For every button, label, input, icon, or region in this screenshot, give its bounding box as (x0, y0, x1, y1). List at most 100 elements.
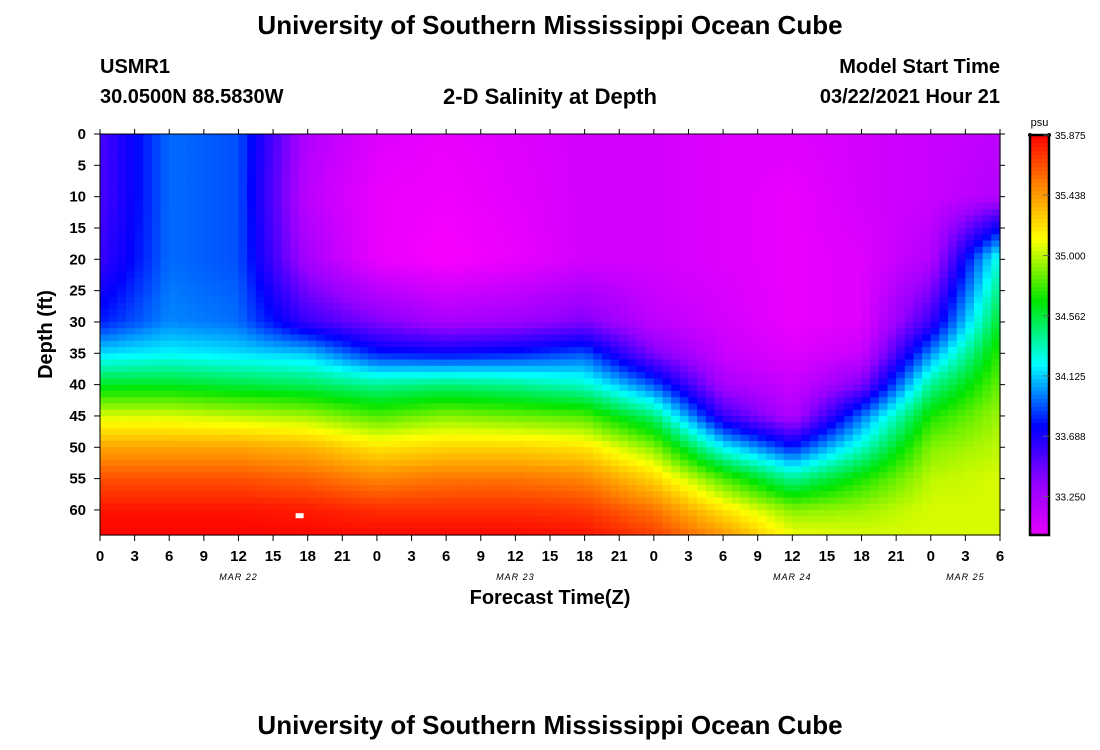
heatmap-cell (671, 397, 681, 405)
heatmap-cell (679, 234, 690, 242)
heatmap-cell (195, 384, 205, 392)
heatmap-cell (627, 384, 638, 392)
heatmap-cell (212, 165, 222, 173)
heatmap-cell (446, 522, 456, 530)
heatmap-cell (143, 152, 153, 160)
heatmap-cell (420, 165, 430, 173)
heatmap-cell (134, 441, 144, 448)
heatmap-cell (169, 522, 179, 530)
heatmap-cell (498, 328, 508, 336)
heatmap-cell (307, 478, 317, 486)
heatmap-cell (489, 240, 499, 248)
heatmap-cell (229, 234, 240, 242)
heatmap-cell (342, 472, 352, 480)
heatmap-cell (428, 459, 439, 467)
heatmap-cell (151, 146, 162, 154)
heatmap-cell (186, 478, 196, 486)
heatmap-cell (480, 309, 491, 317)
heatmap-cell (515, 334, 525, 342)
heatmap-cell (757, 227, 767, 235)
heatmap-cell (143, 334, 153, 342)
heatmap-cell (454, 315, 465, 323)
heatmap-cell (247, 422, 257, 430)
heatmap-cell (723, 303, 733, 311)
heatmap-cell (601, 384, 612, 392)
heatmap-cell (117, 253, 127, 260)
heatmap-cell (299, 347, 309, 354)
heatmap-cell (532, 209, 542, 217)
heatmap-cell (368, 409, 378, 417)
heatmap-cell (575, 184, 586, 191)
heatmap-cell (368, 221, 378, 229)
heatmap-cell (506, 315, 516, 323)
heatmap-cell (169, 441, 179, 448)
heatmap-cell (108, 165, 118, 173)
heatmap-cell (619, 415, 629, 423)
heatmap-cell (247, 528, 257, 536)
heatmap-cell (627, 196, 638, 204)
heatmap-cell (359, 434, 369, 442)
heatmap-cell (428, 296, 439, 304)
heatmap-cell (723, 347, 733, 354)
heatmap-cell (307, 428, 317, 436)
heatmap-cell (307, 190, 317, 198)
heatmap-cell (619, 202, 629, 210)
heatmap-cell (705, 215, 716, 223)
heatmap-cell (368, 334, 378, 342)
heatmap-cell (645, 359, 655, 367)
heatmap-cell (601, 234, 612, 242)
heatmap-cell (203, 234, 214, 242)
heatmap-cell (515, 259, 525, 267)
heatmap-cell (195, 522, 205, 530)
heatmap-cell (342, 265, 352, 273)
heatmap-cell (446, 447, 456, 455)
heatmap-cell (160, 309, 170, 317)
heatmap-cell (143, 415, 153, 423)
heatmap-cell (446, 434, 456, 442)
heatmap-cell (333, 328, 343, 336)
heatmap-cell (420, 409, 430, 417)
heatmap-cell (558, 140, 568, 148)
heatmap-cell (238, 184, 248, 191)
heatmap-cell (359, 516, 369, 524)
heatmap-cell (255, 177, 266, 185)
heatmap-cell (480, 159, 491, 166)
heatmap-cell (342, 184, 352, 191)
heatmap-cell (221, 234, 231, 242)
heatmap-cell (195, 246, 205, 254)
heatmap-cell (679, 221, 690, 229)
heatmap-cell (437, 453, 447, 461)
heatmap-cell (593, 453, 603, 461)
heatmap-cell (368, 234, 378, 242)
heatmap-cell (273, 328, 283, 336)
heatmap-cell (437, 397, 447, 405)
heatmap-cell (376, 146, 387, 154)
heatmap-cell (186, 271, 196, 279)
heatmap-cell (394, 240, 404, 248)
heatmap-cell (100, 415, 110, 423)
heatmap-cell (186, 240, 196, 248)
heatmap-cell (575, 171, 586, 179)
heatmap-cell (325, 522, 335, 530)
heatmap-cell (186, 384, 196, 392)
heatmap-cell (506, 140, 516, 148)
heatmap-cell (697, 165, 707, 173)
heatmap-cell (636, 528, 646, 536)
heatmap-cell (541, 347, 551, 354)
heatmap-cell (731, 278, 741, 285)
heatmap-cell (480, 209, 491, 217)
heatmap-cell (610, 353, 620, 361)
heatmap-cell (636, 259, 646, 267)
heatmap-cell (281, 491, 291, 499)
heatmap-cell (117, 284, 127, 292)
heatmap-cell (541, 365, 551, 373)
heatmap-cell (117, 265, 127, 273)
heatmap-cell (117, 296, 127, 304)
heatmap-cell (134, 415, 144, 423)
heatmap-cell (376, 278, 387, 285)
heatmap-cell (437, 434, 447, 442)
heatmap-cell (385, 466, 395, 473)
heatmap-cell (342, 296, 352, 304)
heatmap-cell (766, 215, 776, 223)
heatmap-cell (203, 202, 214, 210)
